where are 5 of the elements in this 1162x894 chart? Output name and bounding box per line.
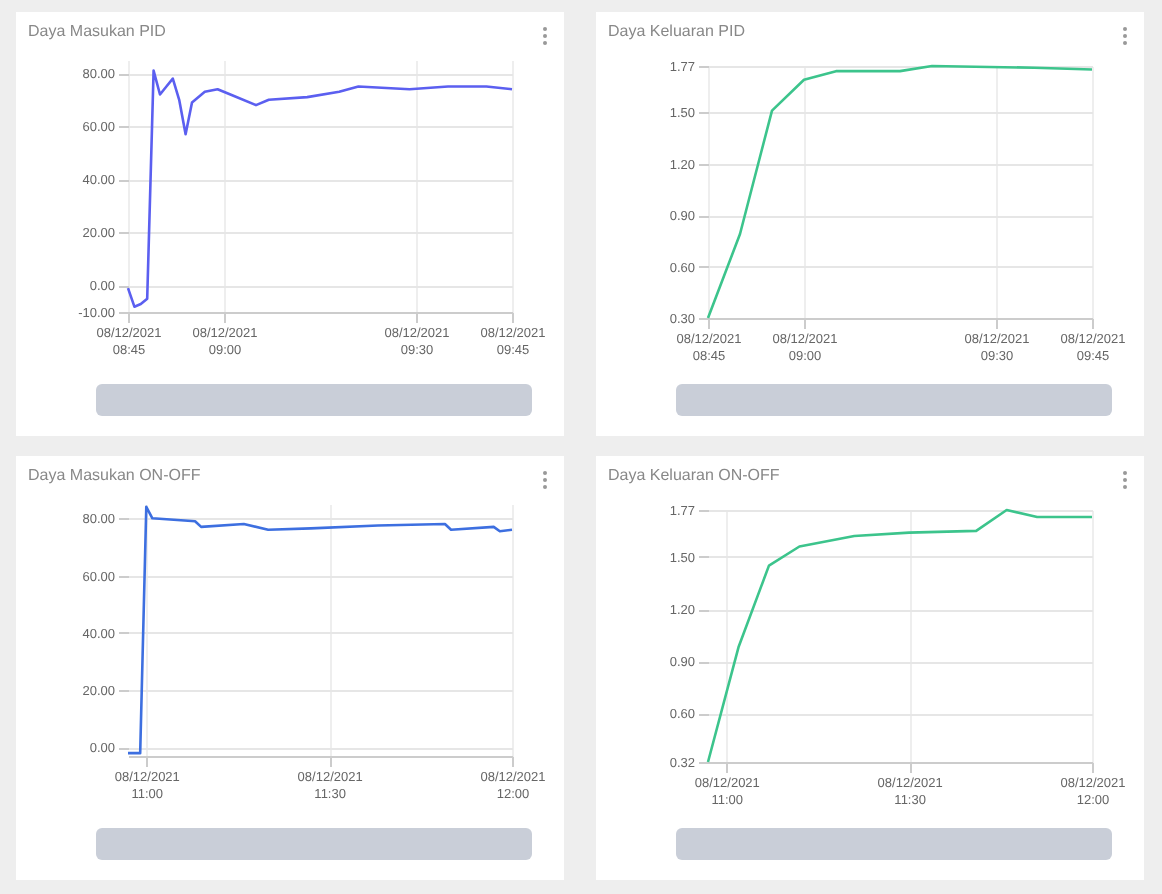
line-series [126, 69, 514, 308]
chart-title: Daya Keluaran ON-OFF [608, 466, 780, 484]
chart-title: Daya Keluaran PID [608, 22, 746, 40]
chart-title: Daya Masukan ON-OFF [28, 466, 201, 484]
chart-title: Daya Masukan PID [28, 22, 167, 40]
